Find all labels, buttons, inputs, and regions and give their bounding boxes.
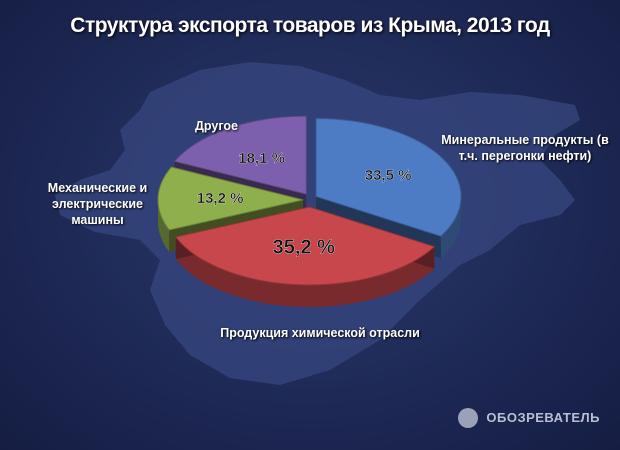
slice (315, 118, 462, 237)
slice (174, 206, 436, 286)
chart-title: Структура экспорта товаров из Крыма, 201… (70, 14, 550, 37)
category-label: Минеральные продукты (в т.ч. перегонки н… (441, 133, 609, 163)
category-label: Продукция химической отрасли (220, 326, 420, 340)
value-label: 33,5 % (365, 167, 412, 184)
value-label: 35,2 % (273, 237, 335, 259)
slice (173, 115, 307, 195)
category-label: Механические и электрические машины (47, 181, 148, 227)
category-label: Другое (195, 119, 238, 133)
slice (157, 166, 304, 231)
slice-side (440, 196, 462, 259)
watermark-icon (458, 408, 478, 428)
value-label: 18,1 % (238, 150, 285, 167)
value-label: 13,2 % (197, 190, 244, 207)
slice-side (175, 237, 435, 307)
watermark: ОБОЗРЕВАТЕЛЬ (486, 410, 600, 425)
slice-side (158, 199, 170, 252)
